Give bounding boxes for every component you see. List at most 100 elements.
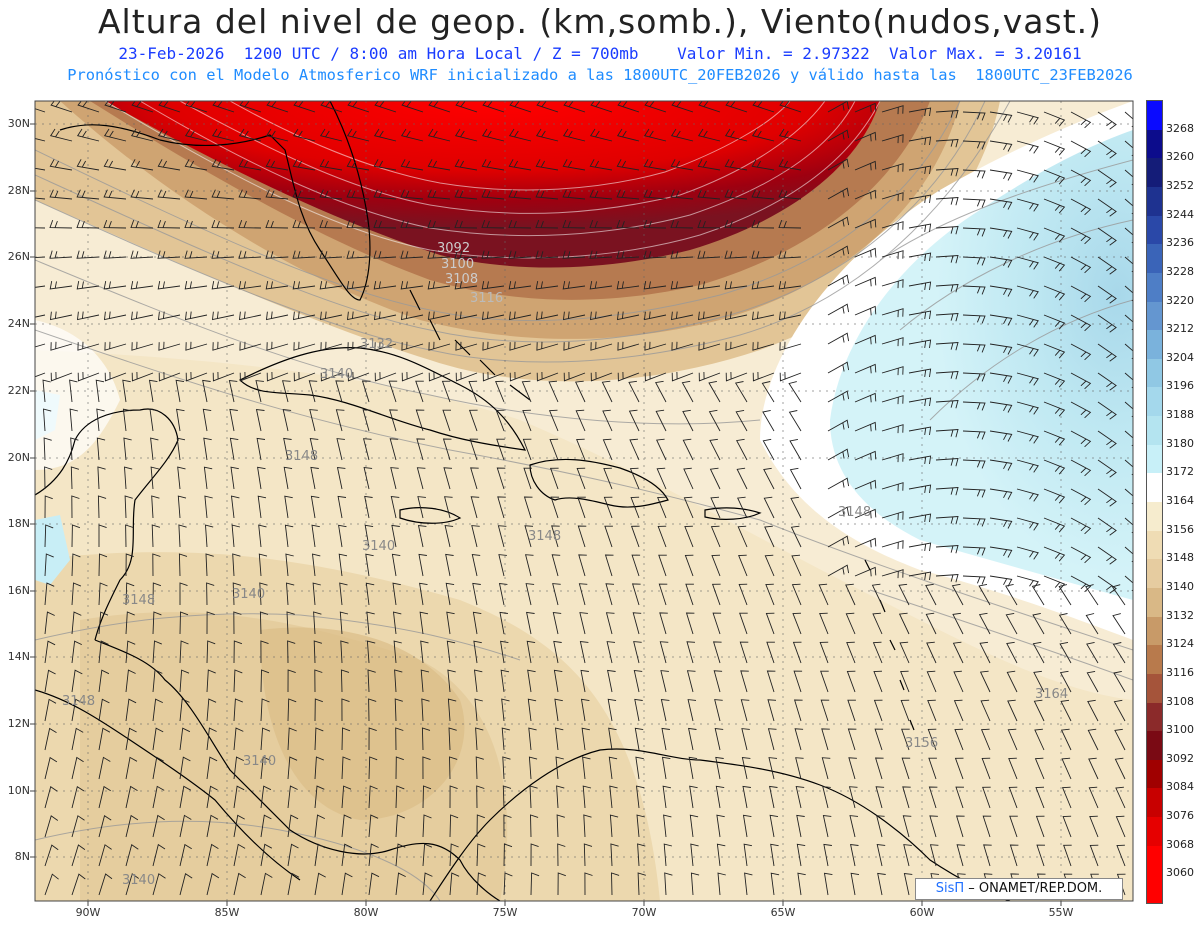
wind-barb [447,698,457,722]
wind-barb [44,553,54,577]
wind-barb [1114,728,1126,751]
wind-barb [1043,111,1066,127]
wind-barb [420,669,430,693]
wind-barb [158,101,181,113]
colorbar-swatch [1147,502,1162,532]
wind-barb [1016,227,1039,241]
wind-barb [741,756,751,780]
wind-barb [293,371,316,382]
wind-barb [427,250,451,259]
wind-barb [500,669,510,693]
wind-barb [630,496,640,519]
wind-barb [43,437,52,461]
wind-barb [157,128,181,142]
wind-barb [1043,343,1066,359]
wind-barb [1043,285,1066,301]
wind-barb [982,786,991,809]
wind-barb [901,728,910,751]
wind-barb [766,670,776,693]
wind-barb [44,466,53,490]
wind-barb [44,698,57,722]
wind-barb [684,525,694,548]
contour-label: 3140 [122,873,155,888]
wind-barb [617,341,640,351]
wind-barb [590,101,613,113]
wind-barb [714,699,723,722]
wind-barb [1035,786,1045,809]
wind-barb [788,381,802,403]
wind-barb [854,247,877,258]
wind-barb [498,582,508,606]
wind-barb [98,814,112,838]
wind-barb [71,611,82,635]
wind-barb [827,390,850,403]
wind-barb [662,785,671,809]
wind-barb [474,698,483,722]
wind-barb [449,785,458,809]
wind-barb [715,785,725,809]
wind-barb [741,728,750,751]
wind-barb [925,583,937,606]
wind-barb [287,669,296,693]
wind-barb [203,466,213,490]
wind-barb [125,640,136,664]
wind-barb [366,640,376,664]
wind-barb [233,698,243,722]
wind-barb [617,371,640,382]
wind-barb [1088,757,1099,780]
wind-barb [389,438,399,461]
wind-barb [499,611,508,635]
wind-barb [44,582,55,606]
wind-barb [310,495,320,519]
wind-barb [1043,314,1066,330]
geopotential-contours [35,101,1133,901]
wind-barb [125,814,139,838]
wind-barb [765,612,775,635]
wind-barb [76,128,100,142]
wind-barb [206,727,217,751]
wind-barb [184,311,208,321]
wind-barb [211,219,235,229]
wind-barb [421,698,430,722]
wind-barb [310,466,319,490]
wind-barb [616,311,640,321]
wind-barb [206,872,220,896]
wind-barb [415,409,425,432]
wind-barb [309,437,319,461]
wind-barb [962,198,986,208]
wind-barb [179,814,192,838]
wind-barb [634,727,644,751]
wind-barb [633,641,642,664]
colorbar-swatch [1147,587,1162,618]
wind-barb [989,343,1013,355]
wind-barb [320,341,343,351]
wind-barb [1043,169,1066,185]
wind-barb [447,669,456,693]
wind-barb [368,785,378,809]
wind-barb [716,843,726,867]
wind-barb [130,189,154,200]
wind-barb [562,281,586,290]
wind-barb [751,250,775,259]
wind-barb [509,371,532,382]
wind-barb [238,311,262,321]
wind-barb [454,219,478,229]
wind-barb [849,815,859,838]
colorbar-swatch [1147,874,1162,903]
wind-barb [1035,815,1045,838]
wind-barb [71,582,82,606]
wind-barb [292,250,316,259]
wind-barb [632,612,642,635]
wind-barb [827,419,850,432]
wind-barb [125,785,138,809]
lat-label: 14N [7,650,30,663]
wind-barb [184,250,208,259]
wind-barb [1016,517,1039,531]
wind-barb [265,189,289,200]
wind-barb [95,379,105,403]
wind-barb [962,169,986,179]
wind-barb [335,380,344,403]
wind-barb [724,128,748,142]
wind-barb [763,467,775,490]
wind-barb [292,311,316,321]
